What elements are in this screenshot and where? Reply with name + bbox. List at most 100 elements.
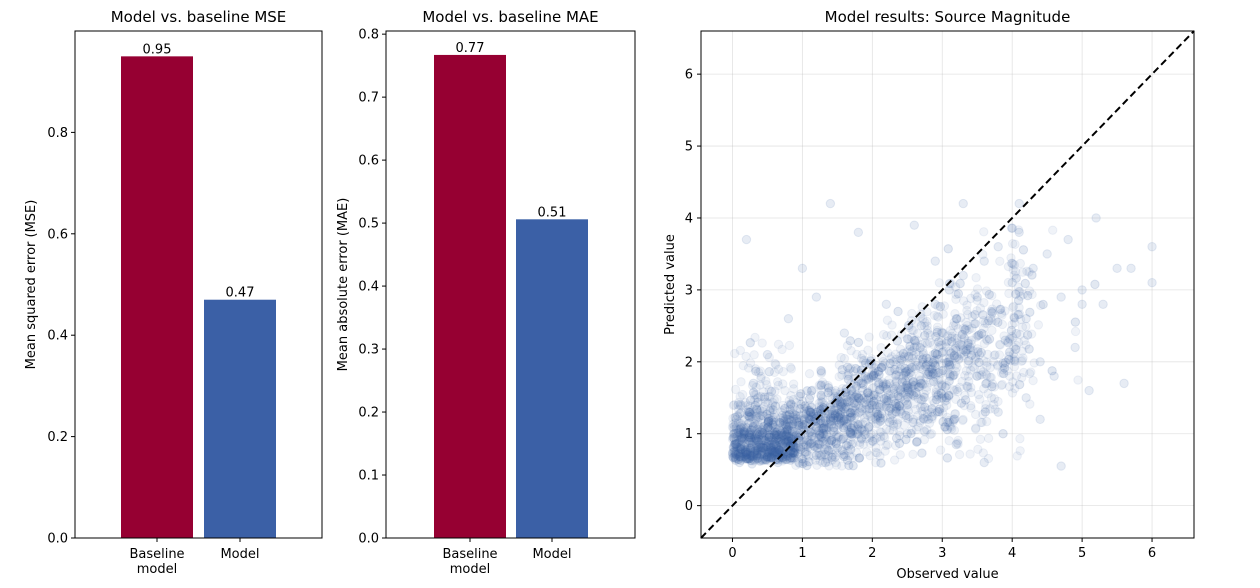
scatter-point — [829, 427, 839, 437]
scatter-point — [1048, 225, 1058, 235]
scatter-point — [732, 445, 743, 455]
scatter-point — [923, 357, 933, 367]
scatter-point — [1023, 290, 1033, 301]
scatter-point — [899, 352, 910, 362]
scatter-point — [812, 407, 823, 418]
scatter-point — [953, 435, 963, 446]
scatter-point — [785, 400, 796, 411]
scatter-point — [773, 339, 784, 350]
scatter-point — [806, 407, 816, 418]
scatter-point — [975, 434, 986, 445]
scatter-point — [737, 414, 747, 424]
scatter-point — [730, 438, 740, 449]
scatter-point — [842, 362, 853, 372]
scatter-point — [750, 433, 761, 443]
scatter-point — [857, 349, 868, 360]
scatter-point — [742, 423, 752, 433]
scatter-point — [998, 358, 1008, 368]
scatter-point — [902, 382, 913, 393]
scatter-point — [962, 381, 972, 392]
scatter-point — [750, 448, 761, 458]
scatter-point — [769, 430, 780, 440]
scatter-point — [871, 407, 881, 418]
scatter-point — [764, 452, 774, 462]
scatter-point — [756, 435, 767, 445]
scatter-point — [876, 458, 886, 468]
scatter-point — [843, 368, 853, 379]
scatter-point — [894, 401, 905, 412]
scatter-point — [928, 377, 939, 387]
scatter-point — [769, 451, 779, 461]
scatter-point — [1015, 258, 1026, 269]
scatter-point — [866, 413, 876, 424]
scatter-point — [930, 408, 941, 418]
scatter-point — [907, 346, 918, 356]
scatter-point — [965, 342, 975, 353]
scatter-point — [765, 435, 776, 446]
scatter-point — [763, 422, 773, 433]
scatter-point — [825, 413, 836, 423]
scatter-point — [781, 409, 792, 420]
scatter-point — [845, 429, 856, 439]
scatter-point — [785, 404, 795, 415]
scatter-point — [804, 457, 814, 467]
scatter-point — [1014, 379, 1025, 390]
scatter-point — [771, 431, 781, 441]
scatter-point — [1012, 451, 1022, 461]
scatter-point — [849, 373, 859, 383]
scatter-point — [749, 455, 759, 465]
scatter-point — [861, 447, 872, 457]
scatter-point — [924, 367, 934, 377]
scatter-point — [892, 407, 902, 418]
scatter-point — [963, 336, 973, 346]
scatter-point — [891, 433, 902, 443]
scatter-point — [767, 447, 778, 458]
scatter-point — [928, 376, 939, 386]
scatter-point — [943, 417, 953, 428]
scatter-point — [946, 348, 956, 358]
scatter-point — [907, 417, 918, 427]
scatter-point — [917, 406, 927, 416]
scatter-point — [753, 392, 764, 402]
scatter-point — [1021, 313, 1031, 324]
scatter-point — [762, 452, 772, 462]
scatter-point — [915, 343, 925, 353]
scatter-point — [739, 428, 750, 439]
scatter-point — [1084, 385, 1094, 396]
scatter-point — [980, 407, 991, 417]
scatter-point — [963, 359, 973, 369]
scatter-point — [773, 364, 784, 374]
scatter-point — [983, 388, 993, 399]
scatter-point — [944, 359, 955, 370]
scatter-point — [800, 419, 810, 430]
scatter-point — [832, 395, 842, 405]
scatter-point — [742, 453, 752, 464]
scatter-point — [781, 434, 791, 445]
scatter-point — [859, 425, 870, 436]
scatter-point — [981, 379, 991, 389]
scatter-point — [979, 256, 989, 266]
scatter-point — [895, 405, 905, 415]
scatter-point — [868, 370, 879, 380]
scatter-point — [732, 439, 742, 449]
scatter-point — [828, 450, 838, 460]
scatter-point — [951, 352, 962, 362]
scatter-point — [751, 389, 761, 400]
scatter-point — [869, 390, 879, 401]
scatter-point — [1112, 263, 1122, 274]
scatter-point — [938, 346, 949, 357]
scatter-point — [970, 319, 980, 329]
scatter-point — [771, 428, 781, 438]
scatter-point — [783, 313, 794, 324]
scatter-point — [779, 434, 789, 445]
scatter-point — [882, 395, 892, 406]
scatter-point — [794, 457, 804, 468]
scatter-point — [740, 398, 751, 408]
scatter-point — [787, 416, 797, 426]
scatter-point — [917, 359, 927, 370]
scatter-point — [795, 442, 805, 452]
scatter-point — [785, 362, 796, 373]
scatter-point — [977, 417, 987, 428]
scatter-point — [960, 395, 971, 405]
scatter-point — [768, 441, 779, 451]
